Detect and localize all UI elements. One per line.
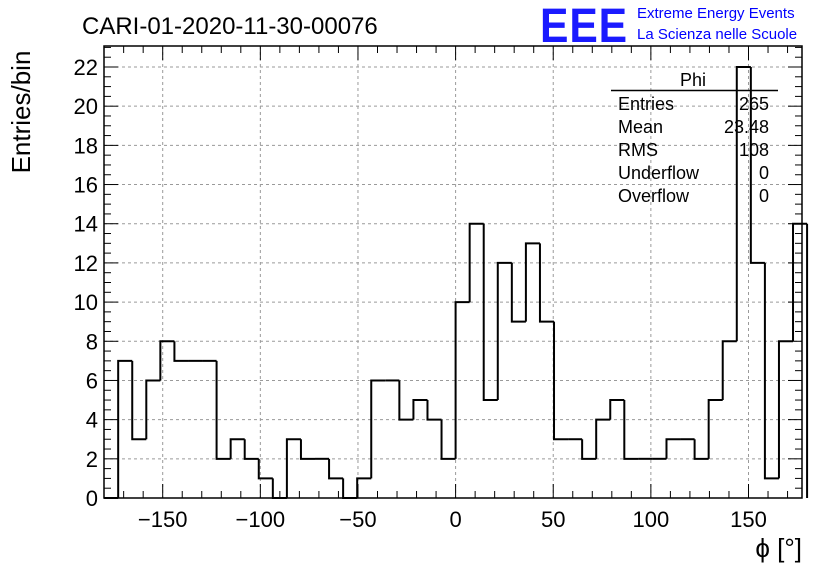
- histogram-bin: [510, 262, 526, 323]
- stats-box: Phi Entries 265 Mean 23.48 RMS 108 Under…: [611, 70, 778, 206]
- histogram-bin: [370, 379, 386, 479]
- histogram-bin: [426, 400, 442, 421]
- x-axis-label: ϕ [°]: [755, 533, 802, 563]
- histogram-bin: [482, 223, 498, 402]
- plot-border: [103, 45, 803, 499]
- y-tick-label: 8: [86, 329, 98, 354]
- histogram-bin: [454, 301, 470, 459]
- histogram-bin: [524, 242, 540, 322]
- histogram-bin: [538, 243, 555, 323]
- x-tick-label: 150: [730, 507, 767, 532]
- histogram-bin: [243, 439, 259, 460]
- y-tick-label: 10: [74, 290, 98, 315]
- y-tick-label: 20: [74, 94, 98, 119]
- x-tick-label: −100: [236, 507, 286, 532]
- stats-label-mean: Mean: [618, 117, 663, 137]
- histogram-bin: [468, 222, 484, 303]
- y-tick-label: 0: [86, 486, 98, 511]
- histogram-bin: [299, 439, 316, 460]
- histogram-bin: [412, 399, 428, 420]
- axis-ticks: −150 −100 −50 0 50 100 150 0 2 4 6 8 10 12 14 16 18 20 22: [74, 46, 802, 532]
- histogram-bin: [159, 340, 175, 381]
- stats-value-entries: 265: [739, 94, 769, 114]
- plot-frame: [103, 45, 803, 499]
- y-tick-label: 16: [74, 173, 98, 198]
- grid-lines: [104, 46, 802, 498]
- histogram-bin: [145, 379, 161, 440]
- histogram-bin: [215, 360, 231, 460]
- stats-value-rms: 108: [739, 140, 769, 160]
- histogram-bin: [595, 418, 611, 459]
- histogram-bin: [257, 458, 273, 480]
- y-tick-label: 6: [86, 368, 98, 393]
- histogram-bin: [131, 360, 147, 441]
- y-tick-label: 22: [74, 55, 98, 80]
- eee-logo: EEE: [540, 0, 628, 53]
- y-tick-label: 12: [74, 251, 98, 276]
- chart-title: CARI-01-2020-11-30-00076: [82, 13, 378, 40]
- histogram-bin: [623, 400, 639, 460]
- stats-label-underflow: Underflow: [618, 163, 700, 183]
- stats-label-entries: Entries: [618, 94, 674, 114]
- histogram-bin: [285, 438, 301, 498]
- histogram-bin: [735, 66, 751, 342]
- stats-label-overflow: Overflow: [618, 186, 690, 206]
- histogram-bin: [763, 262, 779, 480]
- histogram-bin: [356, 477, 372, 498]
- histogram-bin: [173, 341, 189, 362]
- y-axis-label: Entries/bin: [6, 51, 36, 174]
- x-tick-label: −50: [339, 507, 376, 532]
- stats-title: Phi: [680, 70, 706, 90]
- histogram-bin: [553, 321, 569, 441]
- histogram-bin: [229, 438, 245, 459]
- x-tick-label: 50: [541, 507, 565, 532]
- histogram-bin: [581, 439, 597, 460]
- histogram-bin: [707, 399, 723, 459]
- histogram-bin: [749, 67, 765, 264]
- y-tick-label: 2: [86, 447, 98, 472]
- histogram-bin: [398, 380, 414, 421]
- stats-value-mean: 23.48: [724, 117, 769, 137]
- logo-line-1: Extreme Energy Events: [637, 5, 795, 22]
- histogram-bin: [342, 478, 358, 499]
- y-tick-label: 14: [74, 212, 98, 237]
- histogram-bin: [440, 419, 456, 460]
- stats-value-underflow: 0: [759, 163, 769, 183]
- histogram-bin: [665, 438, 681, 459]
- histogram-bin: [721, 340, 737, 401]
- histogram-bin: [693, 439, 709, 460]
- y-tick-label: 4: [86, 408, 98, 433]
- histogram-bin: [777, 340, 794, 479]
- logo-line-2: La Scienza nelle Scuole: [637, 26, 797, 43]
- histogram-bin: [117, 359, 133, 498]
- stats-label-rms: RMS: [618, 140, 658, 160]
- histogram-bin: [609, 399, 625, 420]
- histogram-bin: [496, 261, 512, 401]
- x-tick-label: −150: [138, 507, 188, 532]
- x-tick-label: 100: [633, 507, 670, 532]
- y-tick-label: 18: [74, 133, 98, 158]
- histogram-bin: [328, 458, 344, 480]
- x-tick-label: 0: [449, 507, 461, 532]
- stats-value-overflow: 0: [759, 186, 769, 206]
